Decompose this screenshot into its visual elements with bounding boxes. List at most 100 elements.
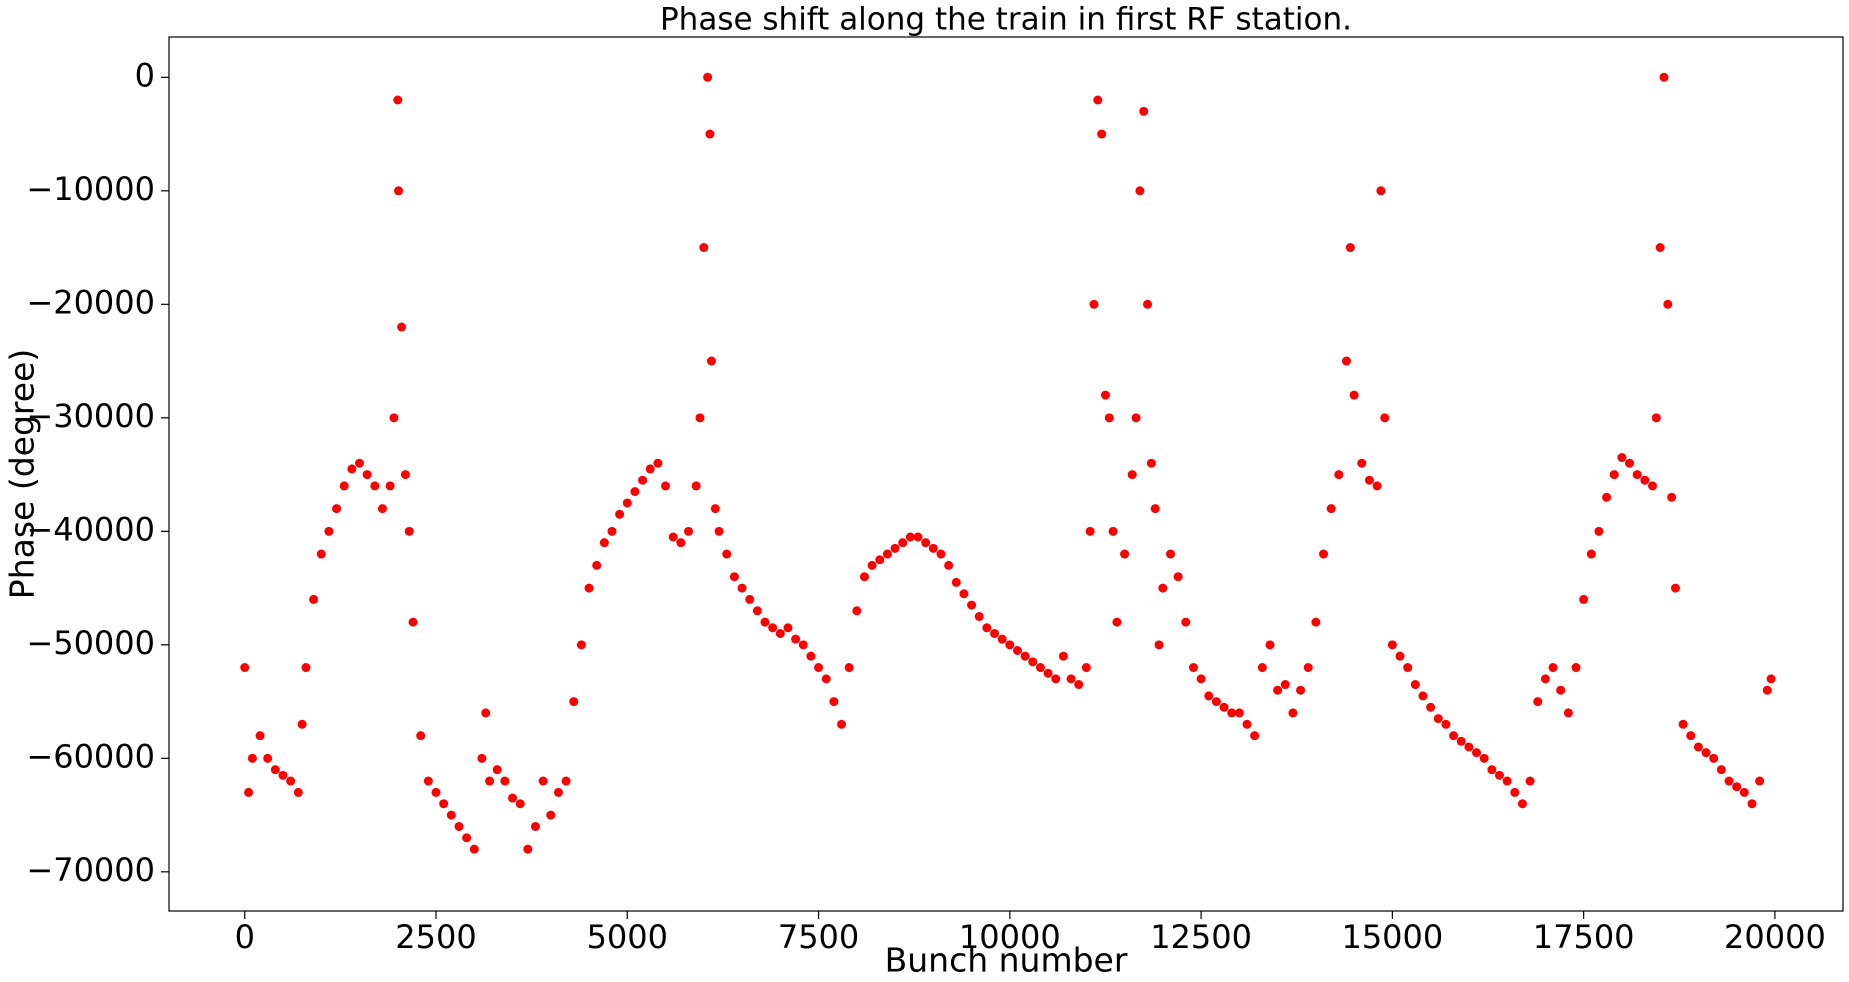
data-point [599, 538, 609, 548]
data-point [890, 543, 900, 553]
data-point [1667, 492, 1677, 502]
data-point [324, 526, 334, 536]
data-point [393, 95, 403, 105]
data-point [1188, 663, 1198, 673]
data-point [1426, 702, 1436, 712]
data-point [1242, 719, 1252, 729]
data-point [301, 663, 311, 673]
data-point [1012, 646, 1022, 656]
y-axis-label: Phase (degree) [3, 349, 42, 599]
data-point [967, 600, 977, 610]
data-point [706, 356, 716, 366]
data-point [1028, 657, 1038, 667]
data-point [1701, 748, 1711, 758]
data-point [1326, 504, 1336, 514]
y-tick-label: −20000 [26, 283, 155, 321]
data-point [997, 634, 1007, 644]
data-point [477, 753, 487, 763]
data-point [397, 322, 407, 332]
data-point [729, 572, 739, 582]
data-point [592, 560, 602, 570]
data-point [630, 487, 640, 497]
data-point [875, 555, 885, 565]
data-point [1602, 492, 1612, 502]
data-point [1120, 549, 1130, 559]
data-point [1517, 799, 1527, 809]
data-point [1456, 736, 1466, 746]
data-point [1479, 753, 1489, 763]
data-point [286, 776, 296, 786]
data-point [1181, 617, 1191, 627]
data-point [622, 498, 632, 508]
plot-frame [168, 36, 1844, 912]
data-point [1035, 663, 1045, 673]
data-point [661, 481, 671, 491]
data-point [1732, 782, 1742, 792]
data-point [1219, 702, 1229, 712]
data-point [676, 538, 686, 548]
data-point [1387, 640, 1397, 650]
data-point [362, 470, 372, 480]
data-point [1127, 470, 1137, 480]
data-point [355, 458, 365, 468]
data-point [982, 623, 992, 633]
data-point [1556, 685, 1566, 695]
x-tick-label: 5000 [587, 918, 668, 956]
data-point [1755, 776, 1765, 786]
data-point [944, 560, 954, 570]
data-point [1372, 481, 1382, 491]
data-point [423, 776, 433, 786]
data-point [1655, 243, 1665, 253]
data-point [821, 674, 831, 684]
data-point [1020, 651, 1030, 661]
data-point [431, 787, 441, 797]
data-point [1273, 685, 1283, 695]
data-point [1533, 697, 1543, 707]
data-point [1632, 470, 1642, 480]
data-point [695, 413, 705, 423]
y-tick-label: −10000 [26, 170, 155, 208]
data-point [1525, 776, 1535, 786]
data-point [607, 526, 617, 536]
data-point [928, 543, 938, 553]
data-point [898, 538, 908, 548]
data-point [1640, 475, 1650, 485]
data-point [385, 481, 395, 491]
data-point [974, 611, 984, 621]
data-point [1158, 583, 1168, 593]
data-point [844, 663, 854, 673]
data-point [1487, 765, 1497, 775]
x-tick-label: 10000 [959, 918, 1061, 956]
data-point [316, 549, 326, 559]
data-point [530, 821, 540, 831]
data-point [1234, 708, 1244, 718]
data-point [645, 464, 655, 474]
data-point [1625, 458, 1635, 468]
data-point [297, 719, 307, 729]
data-point [1670, 583, 1680, 593]
data-point [722, 549, 732, 559]
data-point [1449, 731, 1459, 741]
data-point [1204, 691, 1214, 701]
data-point [615, 509, 625, 519]
data-point [1762, 685, 1772, 695]
x-tick-label: 20000 [1724, 918, 1826, 956]
data-point [714, 526, 724, 536]
data-point [454, 821, 464, 831]
data-point [1265, 640, 1275, 650]
data-point [404, 526, 414, 536]
data-point [990, 628, 1000, 638]
data-point [263, 753, 273, 763]
data-point [1146, 458, 1156, 468]
x-tick-label: 0 [235, 918, 255, 956]
data-point [1211, 697, 1221, 707]
data-point [1257, 663, 1267, 673]
data-point [1089, 299, 1099, 309]
data-point [1081, 663, 1091, 673]
data-point [775, 628, 785, 638]
data-point [553, 787, 563, 797]
data-point [829, 697, 839, 707]
data-point [1617, 453, 1627, 463]
data-point [1051, 674, 1061, 684]
